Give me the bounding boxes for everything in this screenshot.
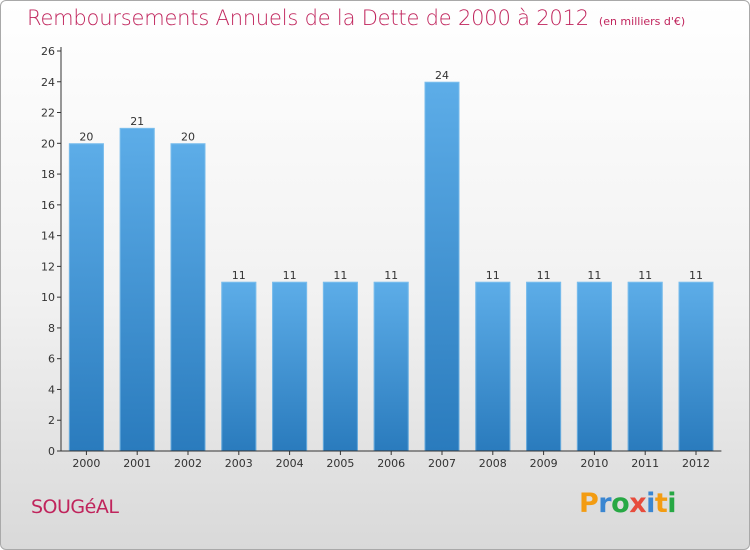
data-label-2012: 11 bbox=[689, 269, 703, 282]
bar-2008 bbox=[475, 281, 511, 451]
data-label-2011: 11 bbox=[638, 269, 652, 282]
logo-letter: x bbox=[629, 488, 647, 519]
x-tick-label-2010: 2010 bbox=[580, 457, 608, 470]
data-label-2010: 11 bbox=[587, 269, 601, 282]
bar-2010 bbox=[576, 281, 612, 451]
x-tick-label-2004: 2004 bbox=[276, 457, 304, 470]
y-tick-label-16: 16 bbox=[41, 199, 55, 212]
data-label-2007: 24 bbox=[435, 69, 449, 82]
bar-2002 bbox=[170, 143, 206, 452]
y-tick-label-24: 24 bbox=[41, 76, 55, 89]
y-tick-label-4: 4 bbox=[48, 384, 55, 397]
bar-2005 bbox=[322, 281, 358, 451]
y-tick-label-0: 0 bbox=[48, 445, 55, 458]
logo-letter: r bbox=[598, 488, 612, 519]
bar-2004 bbox=[272, 281, 308, 451]
bar-2006 bbox=[373, 281, 409, 451]
x-tick-label-2009: 2009 bbox=[530, 457, 558, 470]
y-tick-label-18: 18 bbox=[41, 168, 55, 181]
bar-2012 bbox=[678, 281, 714, 451]
y-tick-label-22: 22 bbox=[41, 107, 55, 120]
y-tick-label-2: 2 bbox=[48, 414, 55, 427]
data-label-2002: 20 bbox=[181, 130, 195, 143]
bar-2007 bbox=[424, 81, 460, 452]
x-tick-label-2000: 2000 bbox=[72, 457, 100, 470]
title-row: Remboursements Annuels de la Dette de 20… bbox=[27, 6, 685, 30]
unit-label: (en milliers d'€) bbox=[598, 15, 686, 28]
bar-2011 bbox=[627, 281, 663, 451]
logo-letter: o bbox=[611, 488, 630, 519]
data-label-2000: 20 bbox=[79, 130, 93, 143]
x-tick-label-2012: 2012 bbox=[682, 457, 710, 470]
logo-letter: i bbox=[646, 488, 655, 519]
y-tick-label-14: 14 bbox=[41, 230, 55, 243]
x-tick-label-2007: 2007 bbox=[428, 457, 456, 470]
y-tick-label-6: 6 bbox=[48, 353, 55, 366]
data-label-2009: 11 bbox=[537, 269, 551, 282]
data-label-2008: 11 bbox=[486, 269, 500, 282]
x-tick-label-2001: 2001 bbox=[123, 457, 151, 470]
chart-title: Remboursements Annuels de la Dette de 20… bbox=[27, 6, 589, 30]
logo-letter: t bbox=[654, 488, 668, 519]
y-tick-label-26: 26 bbox=[41, 45, 55, 58]
x-tick-label-2005: 2005 bbox=[326, 457, 354, 470]
data-label-2005: 11 bbox=[333, 269, 347, 282]
logo-letter: i bbox=[667, 488, 677, 519]
x-tick-label-2002: 2002 bbox=[174, 457, 202, 470]
data-label-2003: 11 bbox=[232, 269, 246, 282]
proxiti-logo: Proxiti bbox=[579, 488, 677, 519]
y-tick-label-8: 8 bbox=[48, 322, 55, 335]
y-tick-label-20: 20 bbox=[41, 137, 55, 150]
y-tick-label-10: 10 bbox=[41, 291, 55, 304]
bar-2000 bbox=[68, 143, 104, 452]
y-tick-label-12: 12 bbox=[41, 260, 55, 273]
commune-name: SOUGéAL bbox=[31, 496, 119, 518]
logo-letter: P bbox=[579, 488, 599, 519]
bar-2003 bbox=[221, 281, 257, 451]
x-tick-label-2006: 2006 bbox=[377, 457, 405, 470]
data-label-2006: 11 bbox=[384, 269, 398, 282]
x-tick-label-2003: 2003 bbox=[225, 457, 253, 470]
data-label-2001: 21 bbox=[130, 115, 144, 128]
bar-2009 bbox=[526, 281, 562, 451]
bar-2001 bbox=[119, 127, 155, 452]
x-tick-label-2011: 2011 bbox=[631, 457, 659, 470]
x-tick-label-2008: 2008 bbox=[479, 457, 507, 470]
data-label-2004: 11 bbox=[283, 269, 297, 282]
